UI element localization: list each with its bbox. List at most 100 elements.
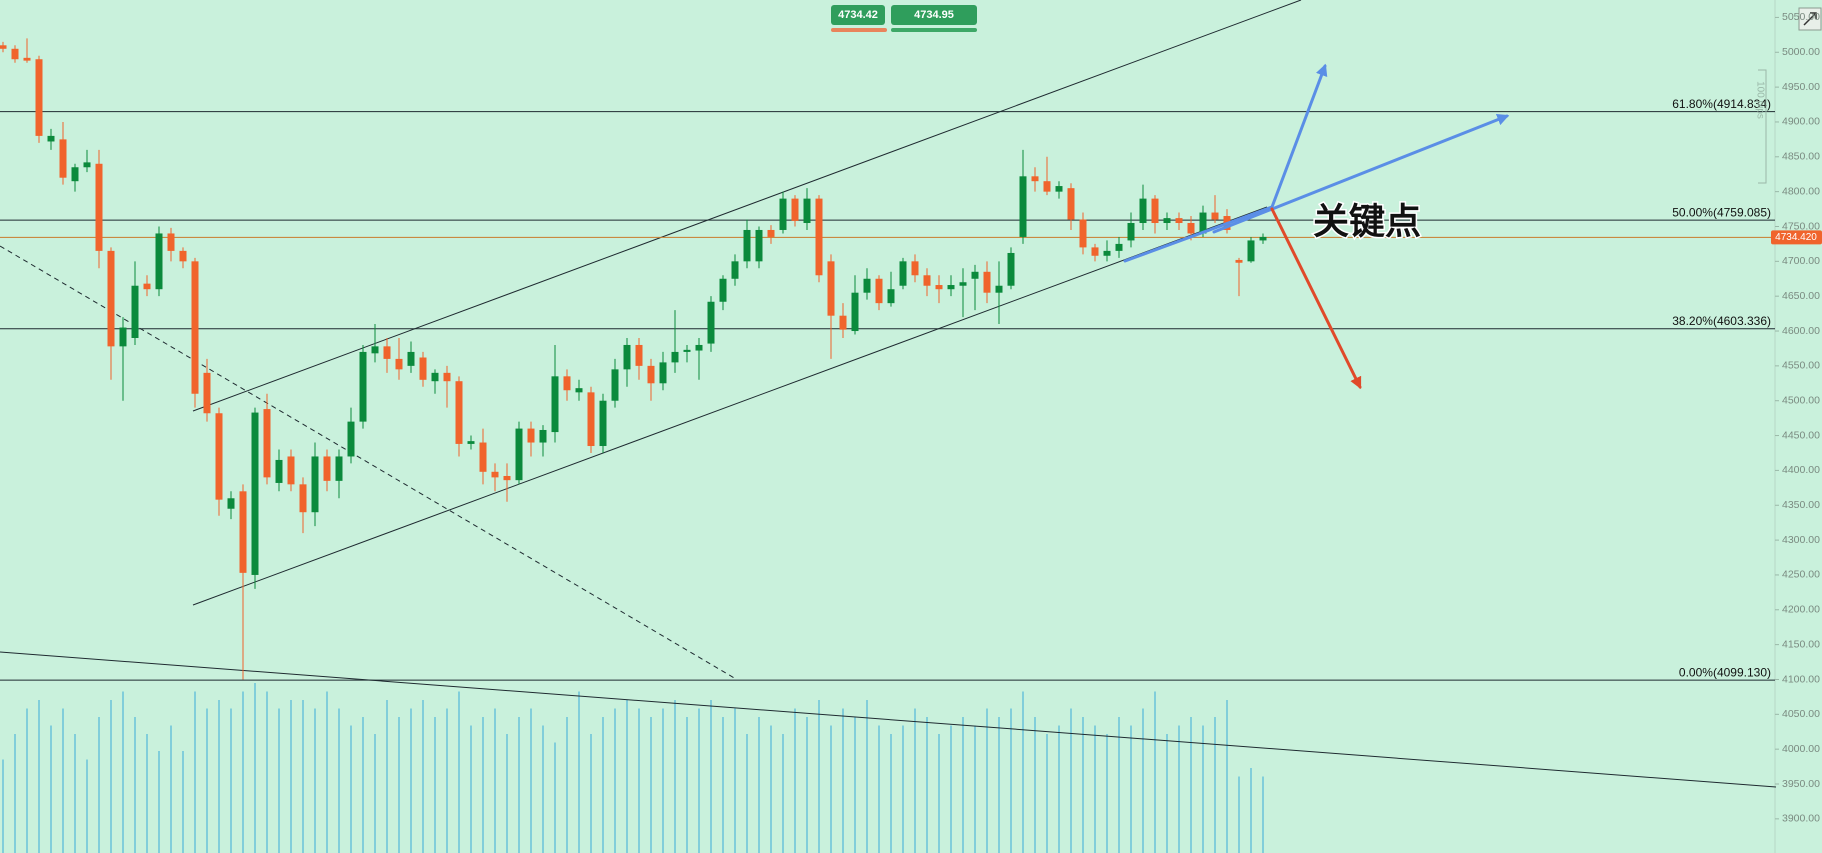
candle-body [1259,236,1267,241]
candle-body [683,349,691,352]
candle-body [107,250,115,347]
candle-body [1235,259,1243,263]
candle-body [1163,218,1171,224]
candle-body [815,198,823,276]
candle-body [911,261,919,276]
candle-body [971,271,979,279]
ruler: 100 pips [1754,69,1767,184]
dashed-trendline [0,245,737,680]
candle-body [83,162,91,168]
arrows [1123,63,1510,390]
popout-icon[interactable] [1798,7,1822,31]
candle-body [347,421,355,457]
candle-body [59,139,67,178]
candle-body [995,285,1003,293]
annotation: 关键点 [1313,201,1421,242]
y-tick-label: 4000.00 [1782,743,1820,755]
candle-body [947,285,955,290]
y-tick-label: 4800.00 [1782,185,1820,197]
candle-body [1127,223,1135,241]
y-tick-label: 4550.00 [1782,360,1820,372]
candle-body [263,409,271,478]
volume-layer [2,683,1264,853]
candle-body [671,351,679,363]
candle-body [407,351,415,366]
candle-body [431,372,439,382]
candle-body [1247,240,1255,262]
fib-layer: 61.80%(4914.834) 50.00%(4759.085) 38.20%(4… [0,97,1775,681]
y-tick-label: 4100.00 [1782,673,1820,685]
candle-body [35,59,43,136]
candle-body [899,261,907,286]
y-tick-label: 4300.00 [1782,534,1820,546]
candle-body [515,428,523,481]
candle-body [1079,219,1087,248]
ask-button[interactable] [891,5,977,25]
candle-body [443,372,451,382]
candle-body [1043,181,1051,192]
candle-body [563,376,571,391]
bid-button[interactable] [831,5,885,25]
candle-layer [0,38,1267,680]
y-tick-label: 5050.00 [1782,11,1820,23]
candle-body [227,498,235,509]
candle-body [539,429,547,443]
candle-body [983,271,991,293]
y-tick-label: 3900.00 [1782,813,1820,825]
candle-body [1055,186,1063,192]
candle-body [239,491,247,573]
candle-body [215,413,223,500]
candle-body [1031,176,1039,182]
candle-body [131,285,139,338]
candle-body [119,327,127,347]
candle-body [587,392,595,447]
fib-label: 0.00%(4099.130) [1679,665,1771,679]
candle-body [1067,188,1075,220]
current-price-label: 4734.420 [1775,232,1817,243]
candle-body [923,275,931,286]
y-tick-label: 4850.00 [1782,151,1820,163]
y-tick-label: 4400.00 [1782,464,1820,476]
candle-body [875,278,883,304]
candle-body [1139,198,1147,224]
candle-body [1187,223,1195,234]
candle-body [599,400,607,447]
drawings [0,0,1777,788]
candle-body [731,261,739,279]
candle-body [179,250,187,262]
candle-body [0,45,7,49]
y-tick-label: 4600.00 [1782,325,1820,337]
red-arrow-down [1270,207,1362,390]
y-tick-label: 4250.00 [1782,569,1820,581]
candle-body [371,346,379,354]
candle-body [359,351,367,422]
y-tick-label: 4650.00 [1782,290,1820,302]
y-tick-label: 4200.00 [1782,604,1820,616]
candle-body [143,283,151,290]
ruler-bracket [1758,69,1767,184]
candle-body [1091,247,1099,256]
candle-body [203,372,211,414]
candle-body [935,285,943,290]
candle-body [323,456,331,481]
candle-body [803,198,811,224]
candle-body [1007,252,1015,286]
candle-body [395,358,403,370]
candle-body [467,441,475,444]
candle-body [527,428,535,443]
candle-body [1199,212,1207,234]
candle-body [647,365,655,384]
candle-body [71,167,79,182]
candle-body [851,292,859,332]
candle-body [95,163,103,251]
candle-body [23,57,31,61]
candle-body [1019,176,1027,237]
candle-body [1115,243,1123,251]
quote-buttons: 4734.42 4734.95 [831,5,977,32]
candle-body [779,198,787,230]
candle-body [623,344,631,370]
candle-body [839,315,847,330]
candle-body [611,369,619,401]
